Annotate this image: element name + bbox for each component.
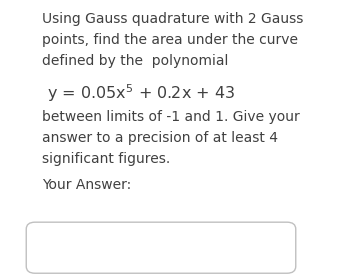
Text: points, find the area under the curve: points, find the area under the curve <box>42 33 298 47</box>
Text: Your Answer:: Your Answer: <box>42 178 131 192</box>
Text: Using Gauss quadrature with 2 Gauss: Using Gauss quadrature with 2 Gauss <box>42 12 303 26</box>
FancyBboxPatch shape <box>26 222 296 273</box>
Text: between limits of -1 and 1. Give your: between limits of -1 and 1. Give your <box>42 110 300 124</box>
Text: answer to a precision of at least 4: answer to a precision of at least 4 <box>42 131 278 145</box>
Text: y = 0.05x$^{5}$ + 0.2x + 43: y = 0.05x$^{5}$ + 0.2x + 43 <box>42 83 235 105</box>
Text: significant figures.: significant figures. <box>42 152 170 166</box>
Text: defined by the  polynomial: defined by the polynomial <box>42 54 228 68</box>
